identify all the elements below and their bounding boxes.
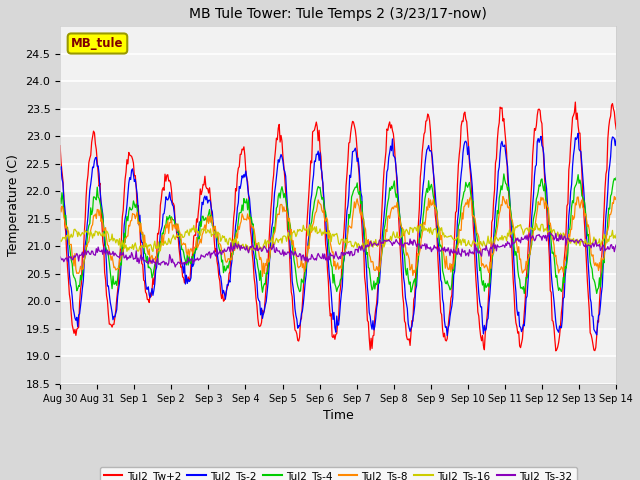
Tul2_Tw+2 bbox=[199, 181, 207, 187]
Tul2_Tw+2 bbox=[428, 146, 435, 152]
Tul2_Tw+2 bbox=[475, 313, 483, 319]
Line: Tul2_Ts-8: Tul2_Ts-8 bbox=[60, 196, 616, 276]
Tul2_Ts-4 bbox=[308, 219, 316, 225]
Tul2_Tw+2 bbox=[155, 231, 163, 237]
Tul2_Tw+2 bbox=[572, 99, 579, 105]
Line: Tul2_Ts-16: Tul2_Ts-16 bbox=[60, 224, 616, 252]
X-axis label: Time: Time bbox=[323, 409, 353, 422]
Tul2_Ts-8 bbox=[308, 222, 316, 228]
Tul2_Ts-2 bbox=[574, 131, 582, 136]
Tul2_Ts-4 bbox=[520, 290, 528, 296]
Tul2_Ts-4 bbox=[155, 251, 163, 257]
Line: Tul2_Ts-4: Tul2_Ts-4 bbox=[60, 174, 616, 293]
Y-axis label: Temperature (C): Temperature (C) bbox=[7, 154, 20, 256]
Tul2_Ts-16 bbox=[532, 221, 540, 227]
Tul2_Ts-2 bbox=[476, 299, 484, 305]
Tul2_Ts-32 bbox=[545, 229, 553, 235]
Tul2_Ts-4 bbox=[56, 195, 64, 201]
Tul2_Ts-32 bbox=[56, 254, 64, 260]
Tul2_Ts-4 bbox=[384, 199, 392, 205]
Tul2_Ts-16 bbox=[155, 239, 163, 245]
Tul2_Ts-2 bbox=[308, 192, 316, 198]
Line: Tul2_Ts-32: Tul2_Ts-32 bbox=[60, 232, 616, 267]
Tul2_Ts-16 bbox=[199, 227, 207, 232]
Tul2_Ts-2 bbox=[428, 149, 435, 155]
Tul2_Tw+2 bbox=[384, 128, 392, 133]
Tul2_Ts-2 bbox=[155, 247, 163, 252]
Tul2_Ts-16 bbox=[308, 228, 316, 233]
Tul2_Ts-16 bbox=[56, 238, 64, 243]
Text: MB_tule: MB_tule bbox=[71, 37, 124, 50]
Tul2_Ts-16 bbox=[429, 232, 436, 238]
Tul2_Ts-16 bbox=[244, 250, 252, 255]
Bar bbox=[60, 357, 616, 384]
Tul2_Ts-2 bbox=[56, 166, 64, 172]
Tul2_Ts-4 bbox=[199, 213, 207, 219]
Tul2_Tw+2 bbox=[308, 160, 316, 166]
Tul2_Ts-8 bbox=[476, 245, 484, 251]
Tul2_Ts-2 bbox=[199, 202, 207, 207]
Tul2_Tw+2 bbox=[56, 143, 64, 148]
Title: MB Tule Tower: Tule Temps 2 (3/23/17-now): MB Tule Tower: Tule Temps 2 (3/23/17-now… bbox=[189, 7, 487, 21]
Tul2_Ts-32 bbox=[476, 248, 484, 253]
Tul2_Ts-8 bbox=[155, 248, 163, 253]
Line: Tul2_Ts-2: Tul2_Ts-2 bbox=[60, 133, 616, 336]
Tul2_Ts-2 bbox=[444, 333, 451, 338]
Tul2_Ts-32 bbox=[172, 264, 179, 270]
Legend: Tul2_Tw+2, Tul2_Ts-2, Tul2_Ts-4, Tul2_Ts-8, Tul2_Ts-16, Tul2_Ts-32: Tul2_Tw+2, Tul2_Ts-2, Tul2_Ts-4, Tul2_Ts… bbox=[100, 467, 577, 480]
Tul2_Ts-4 bbox=[612, 175, 620, 180]
Line: Tul2_Tw+2: Tul2_Tw+2 bbox=[60, 102, 616, 351]
Tul2_Ts-4 bbox=[475, 254, 483, 260]
Tul2_Ts-32 bbox=[155, 262, 163, 267]
Tul2_Ts-16 bbox=[612, 232, 620, 238]
Bar bbox=[60, 81, 616, 109]
Tul2_Ts-8 bbox=[612, 194, 620, 200]
Tul2_Ts-32 bbox=[308, 254, 316, 260]
Tul2_Ts-4 bbox=[428, 181, 435, 187]
Tul2_Ts-2 bbox=[384, 166, 392, 172]
Tul2_Ts-8 bbox=[56, 205, 64, 211]
Tul2_Ts-32 bbox=[385, 237, 392, 242]
Tul2_Ts-8 bbox=[429, 202, 436, 207]
Tul2_Ts-32 bbox=[200, 254, 208, 260]
Tul2_Ts-16 bbox=[385, 237, 392, 242]
Tul2_Ts-8 bbox=[199, 230, 207, 236]
Tul2_Tw+2 bbox=[552, 348, 559, 354]
Tul2_Ts-32 bbox=[429, 246, 436, 252]
Bar bbox=[60, 192, 616, 219]
Tul2_Tw+2 bbox=[612, 126, 620, 132]
Tul2_Ts-8 bbox=[385, 213, 392, 219]
Tul2_Ts-8 bbox=[259, 274, 266, 279]
Tul2_Ts-4 bbox=[500, 171, 508, 177]
Bar bbox=[60, 246, 616, 274]
Tul2_Ts-8 bbox=[499, 193, 507, 199]
Tul2_Ts-16 bbox=[476, 242, 484, 248]
Bar bbox=[60, 136, 616, 164]
Bar bbox=[60, 301, 616, 329]
Tul2_Ts-32 bbox=[612, 242, 620, 248]
Tul2_Ts-2 bbox=[612, 136, 620, 142]
